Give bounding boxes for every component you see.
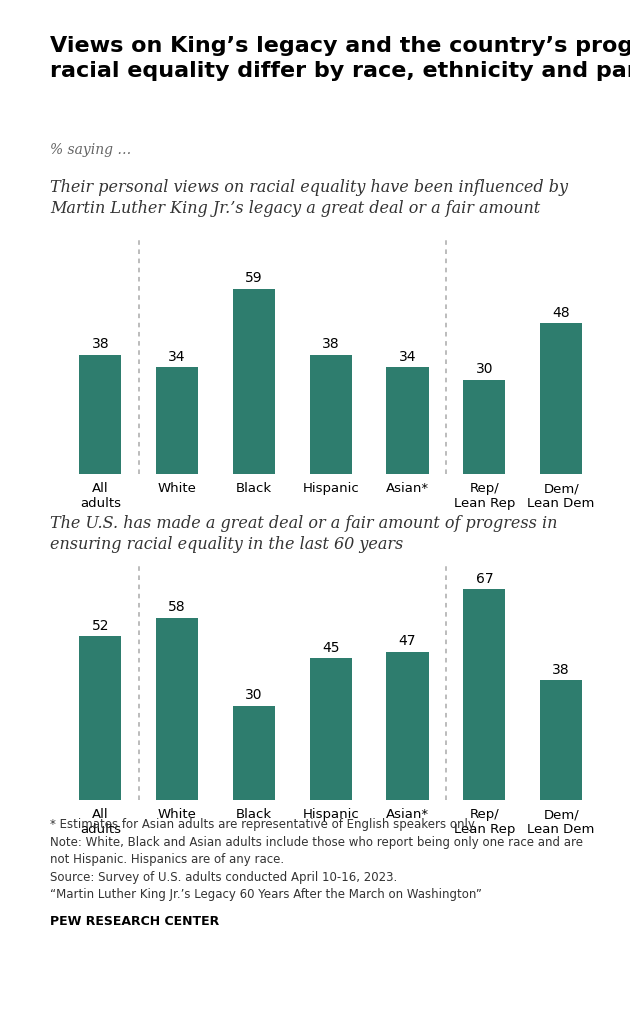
Text: 59: 59	[245, 271, 263, 285]
Bar	[540, 324, 582, 474]
Bar	[309, 354, 352, 474]
Text: 38: 38	[91, 337, 109, 351]
Bar	[79, 354, 122, 474]
Bar	[156, 368, 198, 474]
Text: Their personal views on racial equality have been influenced by
Martin Luther Ki: Their personal views on racial equality …	[50, 179, 568, 217]
Text: 34: 34	[399, 349, 416, 364]
Text: PEW RESEARCH CENTER: PEW RESEARCH CENTER	[50, 915, 220, 929]
Text: 30: 30	[245, 688, 263, 701]
Text: 67: 67	[476, 571, 493, 586]
Text: 30: 30	[476, 362, 493, 376]
Text: 58: 58	[168, 600, 186, 613]
Text: * Estimates for Asian adults are representative of English speakers only.
Note: : * Estimates for Asian adults are represe…	[50, 818, 583, 901]
Bar	[309, 658, 352, 800]
Bar	[386, 652, 428, 800]
Text: The U.S. has made a great deal or a fair amount of progress in
ensuring racial e: The U.S. has made a great deal or a fair…	[50, 515, 558, 553]
Text: 47: 47	[399, 635, 416, 648]
Text: % saying …: % saying …	[50, 143, 132, 158]
Bar	[233, 706, 275, 800]
Text: 38: 38	[553, 663, 570, 677]
Text: 38: 38	[322, 337, 340, 351]
Text: 48: 48	[553, 305, 570, 319]
Bar	[463, 590, 505, 800]
Bar	[463, 380, 505, 474]
Text: Views on King’s legacy and the country’s progress on
racial equality differ by r: Views on King’s legacy and the country’s…	[50, 36, 630, 81]
Text: 34: 34	[168, 349, 186, 364]
Bar	[386, 368, 428, 474]
Bar	[156, 617, 198, 800]
Text: 52: 52	[91, 618, 109, 633]
Bar	[233, 289, 275, 474]
Bar	[79, 637, 122, 800]
Bar	[540, 680, 582, 800]
Text: 45: 45	[322, 641, 340, 654]
